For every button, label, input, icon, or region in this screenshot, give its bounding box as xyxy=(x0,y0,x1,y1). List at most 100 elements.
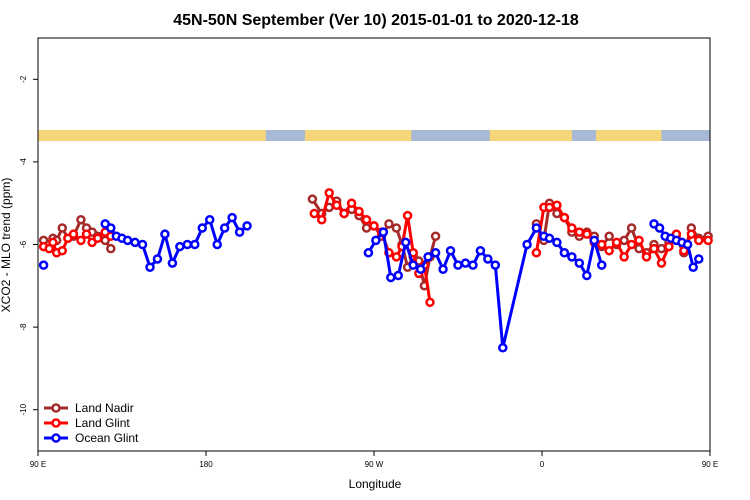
y-axis-label: XCO2 - MLO trend (ppm) xyxy=(0,178,13,313)
data-point xyxy=(130,237,140,248)
data-point xyxy=(641,252,652,262)
chart-title: 45N-50N September (Ver 10) 2015-01-01 to… xyxy=(173,12,579,29)
data-point xyxy=(544,233,555,244)
data-point xyxy=(227,212,237,223)
land-band xyxy=(304,130,412,141)
data-point xyxy=(619,235,629,246)
data-point xyxy=(363,248,374,258)
data-point xyxy=(76,214,86,225)
data-point xyxy=(522,239,532,250)
data-point xyxy=(145,262,155,272)
data-point xyxy=(611,237,622,248)
data-point xyxy=(167,258,178,268)
data-point xyxy=(425,297,435,308)
data-point xyxy=(219,223,230,233)
x-tick-label: 90 E xyxy=(30,460,46,469)
data-point xyxy=(552,200,562,211)
land-band xyxy=(489,130,572,141)
data-point xyxy=(498,343,508,353)
data-point xyxy=(408,260,418,270)
data-point xyxy=(626,223,637,233)
legend-swatch-marker xyxy=(51,418,61,428)
data-point xyxy=(552,237,562,248)
legend-label: Land Glint xyxy=(75,416,130,430)
data-point xyxy=(242,221,252,231)
x-tick-label: 90 E xyxy=(702,460,718,469)
data-point xyxy=(703,235,713,246)
data-point xyxy=(582,229,592,239)
data-point xyxy=(559,248,570,258)
x-tick-label: 0 xyxy=(540,460,545,469)
land-ocean-strip xyxy=(38,130,710,141)
data-point xyxy=(204,214,215,225)
data-point xyxy=(384,219,394,229)
y-tick-label: -6 xyxy=(19,240,28,248)
data-point xyxy=(559,212,570,223)
data-point xyxy=(234,227,245,237)
data-point xyxy=(483,254,493,264)
data-point xyxy=(604,231,614,241)
series-layer xyxy=(38,188,713,353)
data-point xyxy=(92,233,103,244)
data-point xyxy=(48,237,58,248)
data-point xyxy=(531,223,542,233)
data-point xyxy=(160,229,170,239)
data-point xyxy=(604,245,614,256)
data-point xyxy=(57,223,68,233)
data-point xyxy=(331,200,342,211)
legend-swatch-marker xyxy=(51,403,61,413)
data-point xyxy=(654,223,665,233)
data-point xyxy=(656,243,667,254)
data-point xyxy=(596,260,607,270)
legend-swatch-marker xyxy=(51,433,61,443)
data-point xyxy=(544,202,555,213)
data-point xyxy=(400,237,411,248)
data-point xyxy=(361,223,372,233)
data-point xyxy=(354,206,364,217)
data-point xyxy=(438,264,448,275)
data-point xyxy=(346,198,357,208)
data-point xyxy=(106,223,116,233)
data-point xyxy=(460,258,471,268)
data-point xyxy=(596,239,607,250)
data-point xyxy=(656,258,667,268)
x-tick-label: 180 xyxy=(199,460,213,469)
data-point xyxy=(475,245,486,256)
y-tick-label: -4 xyxy=(19,158,28,166)
y-tick-label: -8 xyxy=(19,323,28,331)
x-axis-label: Longitude xyxy=(349,477,402,491)
data-point xyxy=(371,235,381,246)
data-point xyxy=(38,260,49,270)
data-point xyxy=(122,235,133,246)
data-point xyxy=(453,260,463,270)
land-band xyxy=(38,130,266,141)
data-point xyxy=(649,243,659,254)
legend-label: Ocean Glint xyxy=(75,431,139,445)
data-point xyxy=(582,270,592,281)
data-point xyxy=(386,272,396,283)
data-point xyxy=(57,245,68,256)
data-point xyxy=(694,254,704,264)
data-point xyxy=(309,208,320,219)
data-point xyxy=(307,194,318,204)
data-point xyxy=(378,227,389,237)
data-point xyxy=(589,235,600,246)
data-point xyxy=(619,252,629,262)
x-tick-label: 90 W xyxy=(365,460,384,469)
data-point xyxy=(634,235,644,246)
data-point xyxy=(190,239,200,250)
data-point xyxy=(81,229,92,239)
data-point xyxy=(430,248,441,258)
data-point xyxy=(664,241,674,252)
data-point xyxy=(391,223,402,233)
data-point xyxy=(175,241,185,252)
data-point xyxy=(152,254,163,264)
data-point xyxy=(369,221,379,231)
y-tick-label: -10 xyxy=(19,403,28,415)
data-point xyxy=(182,239,193,250)
data-point xyxy=(531,248,542,258)
data-point xyxy=(468,260,478,270)
data-point xyxy=(402,210,413,221)
